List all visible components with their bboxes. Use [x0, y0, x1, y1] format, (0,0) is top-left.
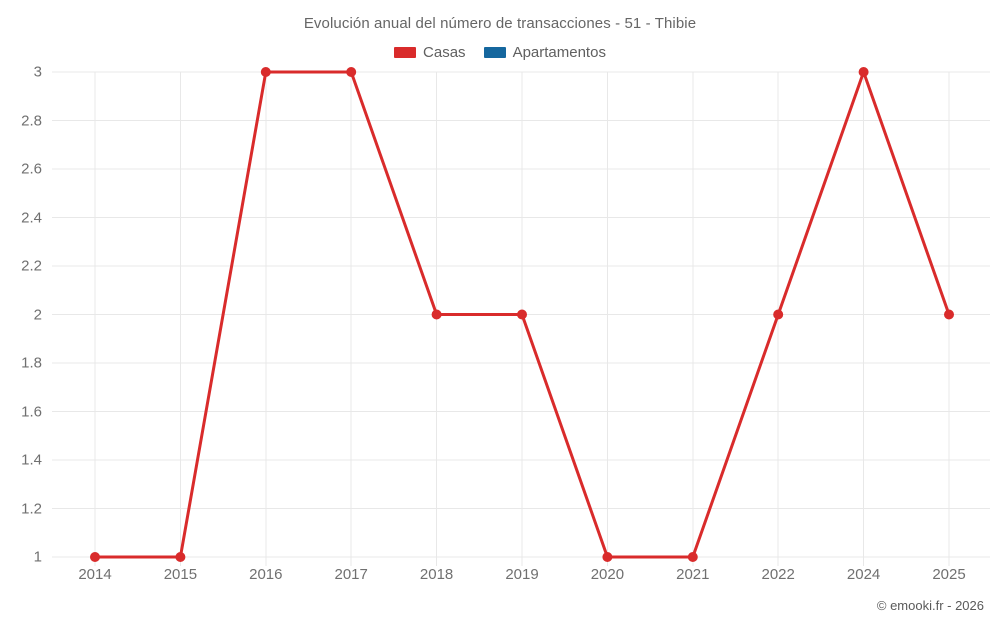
legend-label-apartamentos: Apartamentos — [512, 44, 606, 61]
x-tick-label: 2016 — [249, 566, 283, 583]
data-point[interactable] — [517, 309, 527, 320]
data-point[interactable] — [431, 309, 442, 320]
y-tick-label: 2 — [33, 306, 42, 323]
y-tick-label: 1.2 — [21, 500, 42, 517]
data-point[interactable] — [858, 67, 869, 77]
y-axis-ticks: 1 1.2 1.4 1.6 1.8 2 2.2 2.4 2.6 2.8 3 — [0, 0, 42, 625]
legend-entry-apartamentos[interactable]: Apartamentos — [483, 44, 606, 61]
data-point[interactable] — [602, 552, 613, 562]
y-tick-label: 3 — [33, 63, 42, 81]
x-tick-label: 2017 — [334, 566, 368, 583]
data-point[interactable] — [260, 67, 271, 77]
data-point[interactable] — [346, 67, 357, 77]
y-tick-label: 1 — [33, 548, 42, 566]
x-tick-label: 2014 — [78, 566, 112, 583]
y-tick-label: 2.2 — [21, 257, 42, 275]
y-tick-label: 1.4 — [21, 451, 42, 469]
data-point[interactable] — [90, 552, 100, 562]
y-tick-label: 1.8 — [21, 354, 42, 372]
y-tick-label: 2.8 — [21, 112, 42, 129]
legend-entry-casas[interactable]: Casas — [394, 44, 466, 61]
x-tick-label: 2024 — [846, 566, 881, 583]
legend-swatch-casas-icon — [394, 47, 417, 58]
footer-credit: © emooki.fr - 2026 — [876, 598, 984, 613]
x-tick-label: 2020 — [590, 566, 625, 583]
legend-label-casas: Casas — [423, 44, 466, 61]
x-tick-label: 2019 — [505, 566, 539, 583]
chart-title: Evolución anual del número de transaccio… — [303, 15, 697, 32]
data-point[interactable] — [773, 309, 784, 320]
data-point[interactable] — [175, 552, 186, 562]
data-point[interactable] — [944, 309, 954, 320]
y-tick-label: 2.6 — [21, 160, 42, 178]
chart-legend: Casas Apartamentos — [0, 44, 1000, 61]
x-tick-label: 2018 — [419, 566, 454, 583]
x-tick-label: 2022 — [761, 566, 795, 583]
x-tick-label: 2025 — [932, 566, 966, 583]
legend-swatch-apartamentos-icon — [483, 47, 506, 58]
data-point[interactable] — [687, 552, 698, 562]
x-tick-label: 2021 — [676, 566, 710, 583]
x-tick-label: 2015 — [163, 566, 198, 583]
y-tick-label: 2.4 — [21, 209, 42, 226]
y-tick-label: 1.6 — [21, 403, 42, 420]
